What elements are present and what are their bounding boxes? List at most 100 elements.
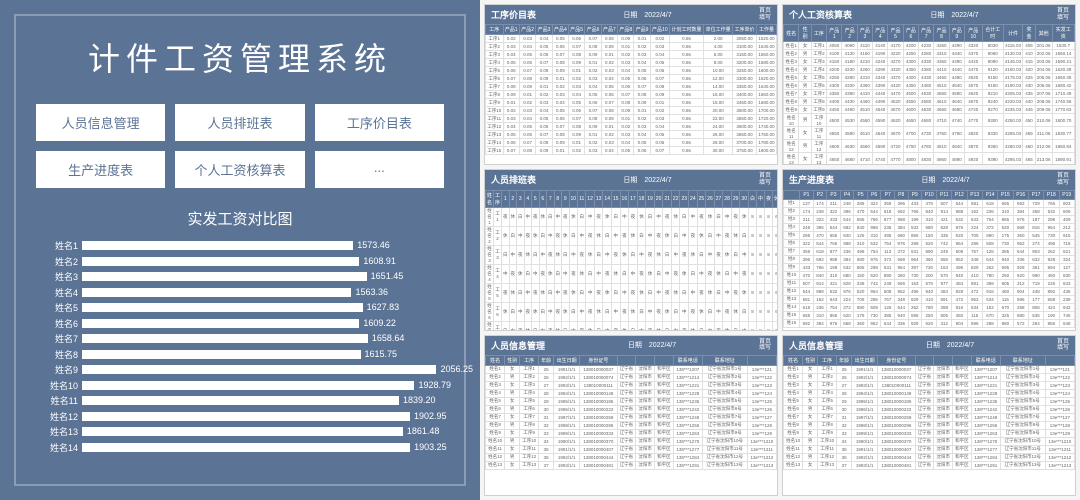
chart-label: 姓名13 [36,425,82,438]
chart-row-2: 姓名3 1651.45 [36,270,444,283]
chart-label: 姓名3 [36,270,82,283]
mini-table: 姓名性别工序年龄出生日期身份证号联系电话联系地址姓名1女工序1251991/1/… [783,355,1075,470]
chart-row-6: 姓名71658.64 [36,332,444,345]
chart-bar-area: 1861.48 [82,427,444,436]
thumbnail-1[interactable]: 个人工资核算表日期 2022/4/7首页填写姓名性别工序产品1产品2产品3产品4… [782,4,1076,165]
thumb-title: 个人工资核算表 [789,8,852,21]
chart-row-1: 姓名2 1608.91 [36,255,444,268]
thumb-header: 生产进度表 日期 2022/4/7 首页填写 [783,170,1075,189]
chart-bar [82,365,436,374]
main-dashboard: 计件工资管理系统 人员信息管理人员排班表工序价目表生产进度表个人工资核算表...… [0,0,480,500]
chart-value: 2056.25 [440,364,473,374]
thumb-header: 人员信息管理日期 2022/4/7首页填写 [783,336,1075,355]
menu-button-2[interactable]: 工序价目表 [315,104,444,141]
chart-label: 姓名4 [36,286,82,299]
thumbnail-grid: 工序价目表日期 2022/4/7首页填写工序产品1产品2产品3产品4产品5产品6… [480,0,1080,500]
menu-button-3[interactable]: 生产进度表 [36,151,165,188]
thumbnail-3[interactable]: 生产进度表 日期 2022/4/7 首页填写 P1P2P3P4P5P6P7P8P9P1… [782,169,1076,330]
chart-bar-area: 2056.25 [82,365,444,374]
chart-bar-area: 1563.36 [82,288,444,297]
thumbnail-0[interactable]: 工序价目表日期 2022/4/7首页填写工序产品1产品2产品3产品4产品5产品6… [484,4,778,165]
chart-bar-area: 1839.20 [82,396,444,405]
chart-label: 姓名2 [36,255,82,268]
chart-value: 1627.83 [367,302,400,312]
thumb-header: 人员信息管理 日期 2022/4/7 首页填写 [485,336,777,355]
chart-value: 1608.91 [363,256,396,266]
chart-bar-area: 1573.46 [82,241,444,250]
menu-grid: 人员信息管理人员排班表工序价目表生产进度表个人工资核算表... [36,104,444,188]
main-title: 计件工资管理系统 [36,34,444,80]
chart-row-11: 姓名121902.95 [36,410,444,423]
thumbnail-4[interactable]: 人员信息管理 日期 2022/4/7 首页填写姓名性别工序年龄出生日期身份证号联系电… [484,335,778,496]
thumb-header: 个人工资核算表 日期 2022/4/7 首页填写 [783,5,1075,24]
chart-bar [82,412,410,421]
thumb-header: 人员排班表 日期 2022/4/7 首页填写 [485,170,777,189]
main-inner-border: 计件工资管理系统 人员信息管理人员排班表工序价目表生产进度表个人工资核算表...… [14,14,466,486]
menu-button-5[interactable]: ... [315,151,444,188]
chart-value: 1902.95 [414,411,447,421]
chart-bar-area: 1928.79 [82,381,444,390]
chart-row-0: 姓名1 1573.46 [36,239,444,252]
chart-bar-area: 1608.91 [82,257,444,266]
thumb-body: 姓名性别工序年龄出生日期身份证号联系电话联系地址姓名1女工序1251991/1/… [485,355,777,495]
chart-label: 姓名8 [36,348,82,361]
chart-label: 姓名6 [36,317,82,330]
chart-row-3: 姓名41563.36 [36,286,444,299]
chart-row-5: 姓名6 1609.22 [36,317,444,330]
thumb-date: 日期 2022/4/7 [628,340,676,350]
chart-row-10: 姓名11 1839.20 [36,394,444,407]
chart-bar-area: 1902.95 [82,412,444,421]
chart-title: 实发工资对比图 [36,208,444,229]
thumb-date: 日期 2022/4/7 [921,175,969,185]
chart-row-7: 姓名8 1615.75 [36,348,444,361]
chart-bar [82,350,361,359]
chart-bar [82,381,414,390]
thumb-date: 日期 2022/4/7 [930,10,978,20]
thumb-nav[interactable]: 首页填写 [759,173,771,186]
chart-bar [82,257,359,266]
thumbnail-5[interactable]: 人员信息管理日期 2022/4/7首页填写姓名性别工序年龄出生日期身份证号联系电… [782,335,1076,496]
chart-label: 姓名10 [36,379,82,392]
chart-label: 姓名9 [36,363,82,376]
thumb-date: 日期 2022/4/7 [623,10,671,20]
menu-button-0[interactable]: 人员信息管理 [36,104,165,141]
thumb-title: 生产进度表 [789,173,834,186]
mini-table: P1P2P3P4P5P6P7P8P9P10P11P12P13P14P15P16P… [783,190,1075,328]
chart-bar-area: 1903.25 [82,443,444,452]
chart-value: 1903.25 [414,442,447,452]
mini-table: 姓名工序123456789101112131415161718192021222… [485,190,777,330]
mini-table: 工序产品1产品2产品3产品4产品5产品6产品7产品8产品9产品10计划工时数量单… [485,24,777,155]
chart-value: 1839.20 [403,395,436,405]
chart-row-13: 姓名14 1903.25 [36,441,444,454]
thumb-nav[interactable]: 首页填写 [1057,173,1069,186]
chart-row-9: 姓名101928.79 [36,379,444,392]
chart-bar [82,319,359,328]
thumb-header: 工序价目表日期 2022/4/7首页填写 [485,5,777,24]
menu-button-4[interactable]: 个人工资核算表 [175,151,304,188]
thumb-nav[interactable]: 首页填写 [759,8,771,21]
chart-bar-area: 1627.83 [82,303,444,312]
chart-value: 1651.45 [371,271,404,281]
thumb-nav[interactable]: 首页填写 [1057,339,1069,352]
chart-value: 1615.75 [365,349,398,359]
chart-value: 1861.48 [407,426,440,436]
thumb-title: 人员信息管理 [491,339,545,352]
chart-bar [82,427,403,436]
chart-value: 1609.22 [363,318,396,328]
thumb-nav[interactable]: 首页填写 [1057,8,1069,21]
thumb-title: 人员排班表 [491,173,536,186]
chart-value: 1573.46 [357,240,390,250]
chart-label: 姓名11 [36,394,82,407]
chart-label: 姓名1 [36,239,82,252]
chart-label: 姓名14 [36,441,82,454]
thumb-date: 日期 2022/4/7 [623,175,671,185]
thumbnail-2[interactable]: 人员排班表 日期 2022/4/7 首页填写姓名工序1234567891011121… [484,169,778,330]
chart-bar [82,288,351,297]
thumb-nav[interactable]: 首页填写 [759,339,771,352]
thumb-body: 姓名性别工序年龄出生日期身份证号联系电话联系地址姓名1女工序1251991/1/… [783,355,1075,495]
chart-bar-area: 1615.75 [82,350,444,359]
thumb-date: 日期 2022/4/7 [926,340,974,350]
thumb-body: 工序产品1产品2产品3产品4产品5产品6产品7产品8产品9产品10计划工时数量单… [485,24,777,164]
thumb-body: 姓名工序123456789101112131415161718192021222… [485,190,777,330]
menu-button-1[interactable]: 人员排班表 [175,104,304,141]
